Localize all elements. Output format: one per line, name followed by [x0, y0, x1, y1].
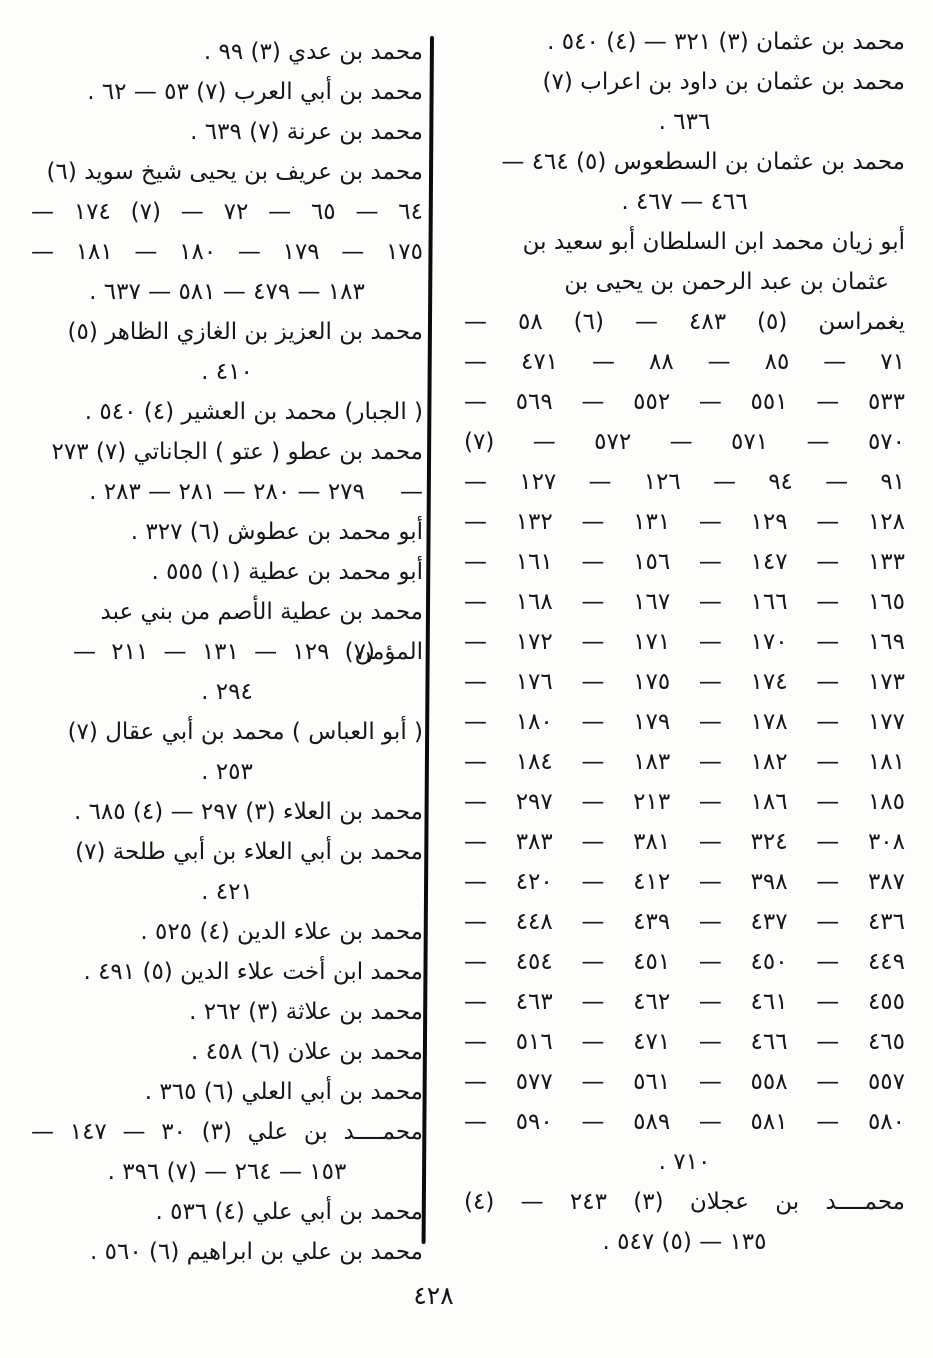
right-column: محمد بن عثمان (٣) ٣٢١ — (٤) ٥٤٠ . محمد بن…	[436, 0, 933, 1262]
index-line: ١٨١ — ١٨٢ — ١٨٣ — ١٨٤ —	[464, 749, 906, 775]
index-line: ٧١٠ .	[658, 1149, 711, 1175]
index-line: محمد بن العزيز بن الغازي الظاهر (٥)	[67, 319, 423, 345]
index-line: عثمان بن عبد الرحمن بن يحيى بن	[564, 269, 889, 295]
index-line: محمد بن علان (٦) ٤٥٨ .	[190, 1039, 423, 1065]
index-line: ٤٦٦ — ٤٦٧ .	[621, 189, 748, 215]
index-line: ١٧٧ — ١٧٨ — ١٧٩ — ١٨٠ —	[464, 709, 906, 735]
index-entry: محمد بن أبي العلاء بن أبي طلحة (٧) ٤٢١ .	[31, 832, 423, 912]
index-line: ٣٠٨ — ٣٢٤ — ٣٨١ — ٣٨٣ —	[464, 829, 906, 855]
index-entry: محمد بن عثمان (٣) ٣٢١ — (٤) ٥٤٠ .	[464, 22, 905, 62]
index-entry: محمد بن علي بن ابراهيم (٦) ٥٦٠ .	[31, 1232, 423, 1272]
index-entry: أبو محمد بن عطوش (٦) ٣٢٧ .	[31, 512, 423, 552]
page-number: ٤٢٨	[413, 1281, 454, 1310]
index-line: محمــــد بن عجلان (٣) ٢٤٣ — (٤)	[464, 1189, 905, 1215]
index-entry: محمد بن أبي علي (٤) ٥٣٦ .	[31, 1192, 423, 1232]
index-line: ١٣٣ — ١٤٧ — ١٥٦ — ١٦١ —	[464, 549, 906, 575]
index-entry: محمــــد بن عجلان (٣) ٢٤٣ — (٤) ١٣٥ — (٥)…	[464, 1182, 905, 1262]
index-line: محمد بن عطية الأصم من بني عبد المؤمن	[100, 599, 423, 665]
index-entry: محمد بن علاء الدين (٤) ٥٢٥ .	[31, 912, 423, 952]
index-line: محمد بن عثمان بن السطعوس (٥) ٤٦٤ —	[501, 149, 905, 175]
index-entry: محمد بن عطية الأصم من بني عبد المؤمن (٧) …	[31, 592, 423, 712]
index-entry: محمد بن عثمان بن داود بن اعراب (٧) ٦٣٦ .	[464, 62, 905, 142]
index-entry: أبو محمد بن عطية (١) ٥٥٥ .	[31, 552, 423, 592]
index-line: ٤٢١ .	[201, 879, 253, 905]
index-line: محمد بن عريف بن يحيى شيخ سويد (٦)	[46, 159, 423, 185]
index-line: ٤٦٥ — ٤٦٦ — ٤٧١ — ٥١٦ —	[464, 1029, 906, 1055]
index-line: محمد ابن أخت علاء الدين (٥) ٤٩١ .	[83, 959, 423, 985]
index-entry: محمد ابن أخت علاء الدين (٥) ٤٩١ .	[31, 952, 423, 992]
index-entry: محمــــد بن علي (٣) ٣٠ — ١٤٧ — ١٥٣ — ٢٦٤ …	[31, 1112, 423, 1192]
index-line: محمد بن أبي علي (٤) ٥٣٦ .	[155, 1199, 423, 1225]
index-line: محمد بن عدي (٣) ٩٩ .	[203, 39, 423, 65]
index-line: محمد بن عرنة (٧) ٦٣٩ .	[190, 119, 423, 145]
index-columns: محمد بن عثمان (٣) ٣٢١ — (٤) ٥٤٠ . محمد بن…	[3, 0, 933, 1272]
index-line: ٤١٠ .	[201, 359, 253, 385]
index-line: ١٦٥ — ١٦٦ — ١٦٧ — ١٦٨ —	[464, 589, 906, 615]
index-line: ٢٧٩ — ٢٨٠ — ٢٨١ — ٢٨٣ .	[89, 479, 365, 505]
index-line: ٢٩٤ .	[201, 679, 253, 705]
index-line: (٧) ١٢٩ — ١٣١ — ٢١١ —	[73, 639, 376, 665]
index-line: ١٨٥ — ١٨٦ — ٢١٣ — ٢٩٧ —	[464, 789, 906, 815]
index-line: محمد بن عثمان (٣) ٣٢١ — (٤) ٥٤٠ .	[547, 29, 905, 55]
index-line: ٢٥٣ .	[201, 759, 253, 785]
index-line: محمد بن علاثة (٣) ٢٦٢ .	[189, 999, 423, 1025]
index-entry: محمد بن عثمان بن السطعوس (٥) ٤٦٤ — ٤٦٦ — …	[464, 142, 905, 222]
index-line: أبو محمد بن عطوش (٦) ٣٢٧ .	[130, 519, 423, 545]
index-line: أبو زيان محمد ابن السلطان أبو سعيد بن	[522, 229, 905, 255]
index-line: ١٨٣ — ٤٧٩ — ٥٨١ — ٦٣٧ .	[89, 279, 365, 305]
index-line: ٥٧٠ — ٥٧١ — ٥٧٢ — (٧)	[464, 429, 905, 455]
index-entry: محمد بن عرنة (٧) ٦٣٩ .	[31, 112, 423, 152]
index-entry: محمد بن عطو ( عتو ) الجاناتي (٧) ٢٧٣ —٢٧…	[31, 432, 423, 512]
index-line: ٦٣٦ .	[658, 109, 711, 135]
index-line: ١٧٣ — ١٧٤ — ١٧٥ — ١٧٦ —	[464, 669, 906, 695]
index-entry: محمد بن العلاء (٣) ٢٩٧ — (٤) ٦٨٥ .	[31, 792, 423, 832]
index-line: ٣٨٧ — ٣٩٨ — ٤١٢ — ٤٢٠ —	[464, 869, 906, 895]
index-line: ٥٨٠ — ٥٨١ — ٥٨٩ — ٥٩٠ —	[464, 1109, 906, 1135]
index-line: ٩١ — ٩٤ — ١٢٦ — ١٢٧ —	[464, 469, 906, 495]
index-entry: ( أبو العباس ) محمد بن أبي عقال (٧) ٢٥٣ .	[31, 712, 423, 792]
index-line: ٤٣٦ — ٤٣٧ — ٤٣٩ — ٤٤٨ —	[464, 909, 906, 935]
index-entry: محمد بن عدي (٣) ٩٩ .	[31, 32, 423, 72]
index-line: محمد بن أبي العلاء بن أبي طلحة (٧)	[75, 839, 423, 865]
index-line: ( أبو العباس ) محمد بن أبي عقال (٧)	[67, 719, 423, 745]
index-line: محمد بن علاء الدين (٤) ٥٢٥ .	[140, 919, 423, 945]
index-line: ٧١ — ٨٥ — ٨٨ — ٤٧١ —	[464, 349, 905, 375]
index-line: محمــــد بن علي (٣) ٣٠ — ١٤٧ —	[31, 1119, 423, 1145]
index-entry: محمد بن علان (٦) ٤٥٨ .	[31, 1032, 423, 1072]
index-line: أبو محمد بن عطية (١) ٥٥٥ .	[151, 559, 423, 585]
index-line: محمد بن عثمان بن داود بن اعراب (٧)	[542, 69, 905, 95]
index-line: محمد بن عطو ( عتو ) الجاناتي (٧) ٢٧٣ —	[51, 439, 423, 505]
index-line: ٥٥٧ — ٥٥٨ — ٥٦١ — ٥٧٧ —	[464, 1069, 906, 1095]
index-entry: محمد بن عريف بن يحيى شيخ سويد (٦) ٦٤ — ٦٥…	[31, 152, 423, 312]
index-entry: محمد بن علاثة (٣) ٢٦٢ .	[31, 992, 423, 1032]
index-entry: محمد بن أبي العرب (٧) ٥٣ — ٦٢ .	[31, 72, 423, 112]
index-entry: ( الجبار) محمد بن العشير (٤) ٥٤٠ .	[31, 392, 423, 432]
index-line: ١٥٣ — ٢٦٤ — (٧) ٣٩٦ .	[107, 1159, 347, 1185]
index-line: ١٧٥ — ١٧٩ — ١٨٠ — ١٨١ —	[31, 239, 424, 265]
index-line: ١٢٨ — ١٢٩ — ١٣١ — ١٣٢ —	[464, 509, 906, 535]
index-line: يغمراسن (٥) ٤٨٣ — (٦) ٥٨ —	[464, 309, 905, 335]
index-entry: محمد بن أبي العلي (٦) ٣٦٥ .	[31, 1072, 423, 1112]
index-line: ( الجبار) محمد بن العشير (٤) ٥٤٠ .	[84, 399, 423, 425]
index-line: ٤٥٥ — ٤٦١ — ٤٦٢ — ٤٦٣ —	[464, 989, 906, 1015]
index-line: محمد بن أبي العرب (٧) ٥٣ — ٦٢ .	[87, 79, 423, 105]
index-line: محمد بن العلاء (٣) ٢٩٧ — (٤) ٦٨٥ .	[73, 799, 423, 825]
index-line: ١٣٥ — (٥) ٥٤٧ .	[602, 1229, 767, 1255]
index-entry: أبو زيان محمد ابن السلطان أبو سعيد بن عثم…	[464, 222, 905, 1182]
index-line: محمد بن علي بن ابراهيم (٦) ٥٦٠ .	[90, 1239, 423, 1265]
index-line: ٦٤ — ٦٥ — ٧٢ — (٧) ١٧٤ —	[31, 199, 424, 225]
index-line: ٤٤٩ — ٤٥٠ — ٤٥١ — ٤٥٤ —	[464, 949, 906, 975]
index-line: ١٦٩ — ١٧٠ — ١٧١ — ١٧٢ —	[464, 629, 906, 655]
index-line: ٥٣٣ — ٥٥١ — ٥٥٢ — ٥٦٩ —	[464, 389, 906, 415]
index-entry: محمد بن العزيز بن الغازي الظاهر (٥) ٤١٠ .	[31, 312, 423, 392]
left-column: محمد بن عدي (٣) ٩٩ . محمد بن أبي العرب (٧…	[3, 0, 436, 1272]
index-line: محمد بن أبي العلي (٦) ٣٦٥ .	[144, 1079, 423, 1105]
